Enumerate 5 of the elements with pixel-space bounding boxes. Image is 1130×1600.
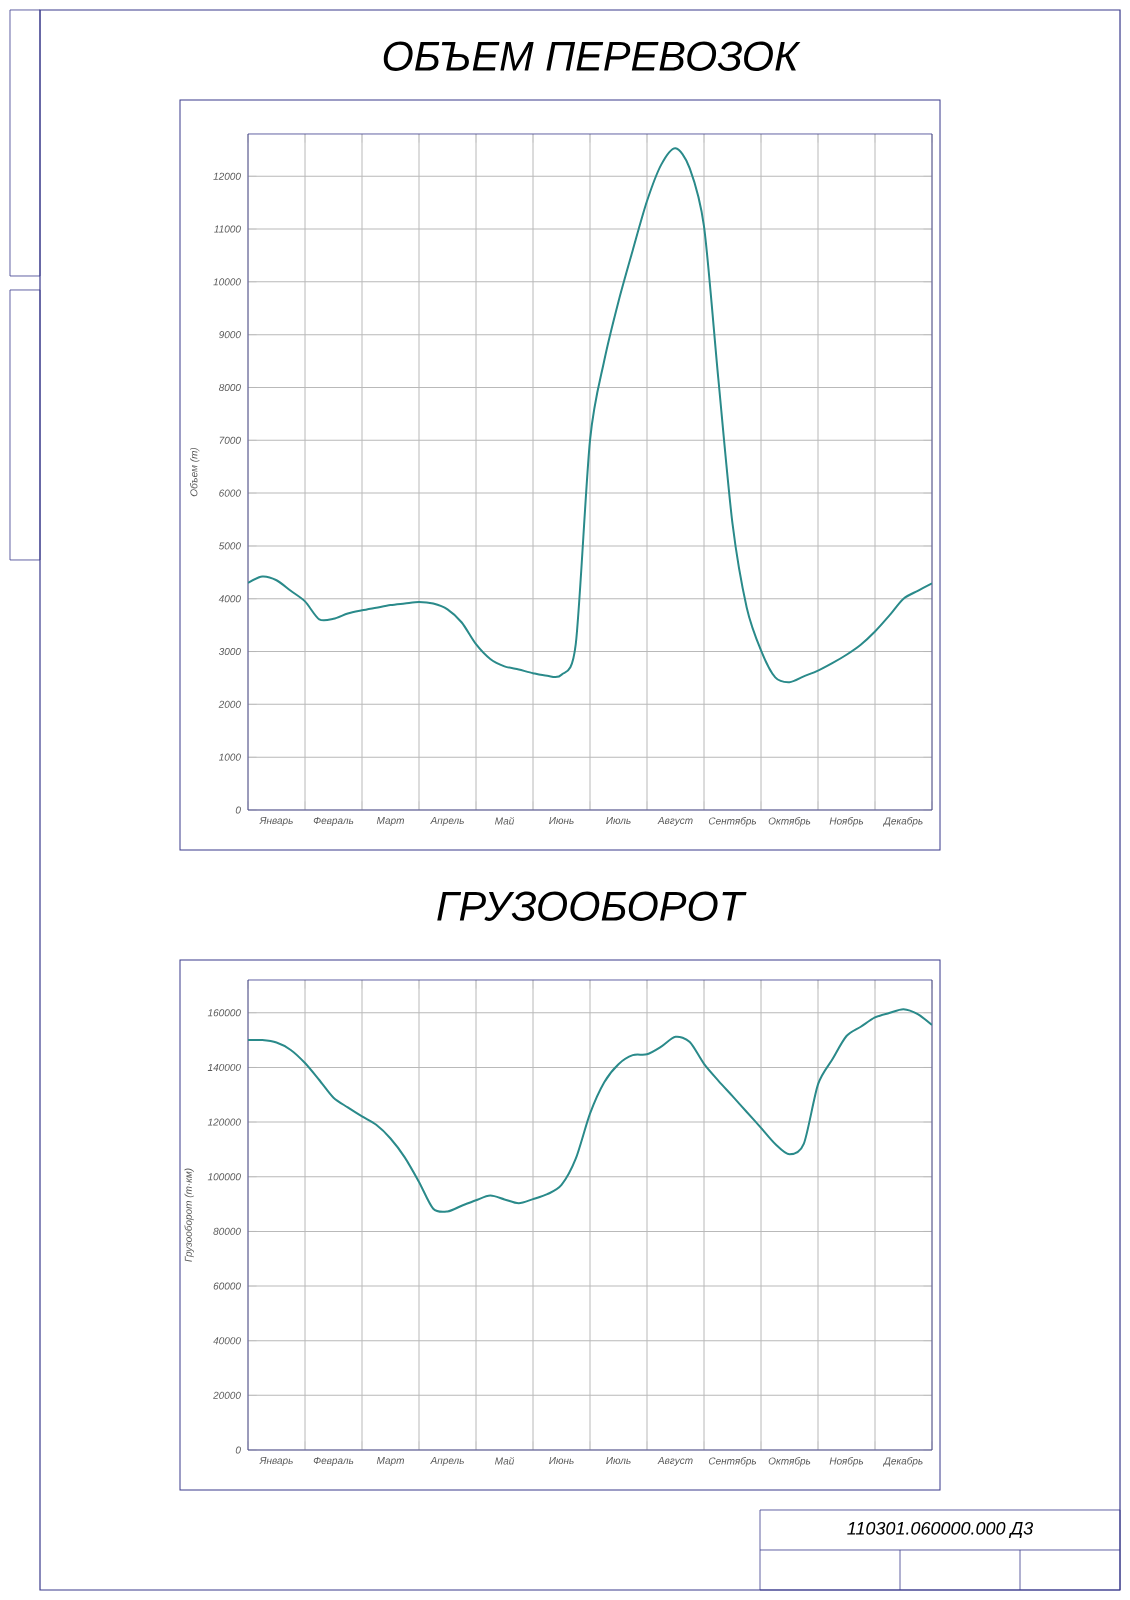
chart-title: ОБЪЕМ ПЕРЕВОЗОК [383,41,801,71]
line-series [248,147,932,684]
chart-title: ГРУЗООБОРОТ [437,891,747,921]
text: 110301.060000.000 Д3 [847,1521,1034,1539]
line-series [248,1008,932,1213]
